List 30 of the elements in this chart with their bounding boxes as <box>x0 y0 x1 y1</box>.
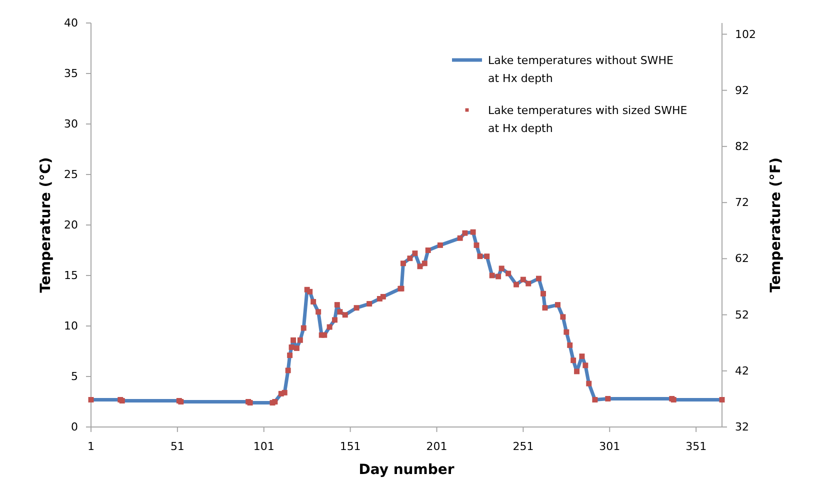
legend-label: Lake temperatures with sized SWHE at Hx depth <box>488 104 688 135</box>
x-tick-label: 351 <box>686 440 707 453</box>
y-tick-label: 30 <box>64 118 78 131</box>
x-tick-label: 101 <box>253 440 274 453</box>
y2-tick-label: 32 <box>735 420 749 434</box>
y2-tick-label: 102 <box>735 28 756 41</box>
y-tick-label: 25 <box>64 168 78 182</box>
x-tick-label: 1 <box>88 440 94 453</box>
y2-tick-label: 72 <box>735 196 749 210</box>
y-tick-label: 5 <box>71 370 78 384</box>
y-tick-label: 35 <box>64 67 78 80</box>
y-axis-title: Temperature (°C) <box>38 157 54 293</box>
x-axis-title: Day number <box>358 462 454 478</box>
x-tick-label: 51 <box>170 440 184 453</box>
y2-tick-label: 82 <box>735 140 749 153</box>
x-tick-label: 301 <box>599 440 620 453</box>
legend-label: Lake temperatures without SWHE at Hx depth <box>488 54 674 85</box>
y-tick-label: 15 <box>64 269 78 282</box>
y2-tick-label: 42 <box>735 364 749 378</box>
y2-tick-label: 92 <box>735 84 749 97</box>
y-tick-label: 20 <box>64 218 78 232</box>
y-tick-label: 40 <box>64 16 78 30</box>
x-tick-label: 151 <box>340 440 361 453</box>
y2-tick-label: 52 <box>735 308 749 322</box>
y2-tick-label: 62 <box>735 252 749 266</box>
y2-axis-title: Temperature (°F) <box>768 158 784 292</box>
y-tick-label: 10 <box>64 320 78 333</box>
y-tick-label: 0 <box>71 420 78 434</box>
x-tick-label: 251 <box>512 440 534 453</box>
x-tick-label: 201 <box>426 440 448 453</box>
